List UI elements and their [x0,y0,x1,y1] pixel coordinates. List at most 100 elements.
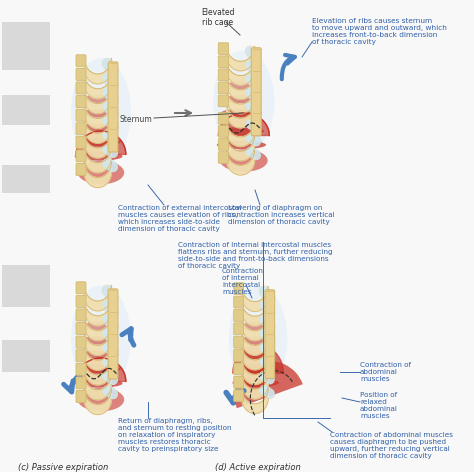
FancyBboxPatch shape [76,336,86,348]
FancyBboxPatch shape [219,126,228,137]
Text: Contraction of abdominal muscles
causes diaphragm to be pushed
upward, further r: Contraction of abdominal muscles causes … [330,432,453,459]
Polygon shape [242,388,268,413]
Ellipse shape [225,81,258,90]
FancyBboxPatch shape [76,163,86,176]
Polygon shape [227,46,255,71]
FancyBboxPatch shape [2,340,50,372]
Polygon shape [84,162,111,187]
Ellipse shape [71,285,131,392]
Text: Contraction of external intercostal
muscles causes elevation of ribs,
which incr: Contraction of external intercostal musc… [118,205,241,232]
Polygon shape [242,315,268,341]
Ellipse shape [232,379,279,387]
Polygon shape [227,136,255,161]
Polygon shape [84,389,111,414]
Ellipse shape [221,109,262,117]
FancyBboxPatch shape [234,390,244,402]
FancyBboxPatch shape [219,139,228,150]
Ellipse shape [78,161,124,184]
Polygon shape [84,133,111,158]
FancyBboxPatch shape [76,68,86,80]
Polygon shape [227,60,255,85]
FancyBboxPatch shape [234,283,244,295]
FancyBboxPatch shape [234,296,244,308]
Text: Lowering of diaphragm on
contraction increases vertical
dimension of thoracic ca: Lowering of diaphragm on contraction inc… [228,205,335,225]
Polygon shape [84,118,111,143]
Wedge shape [235,361,303,408]
Polygon shape [227,103,255,128]
Polygon shape [84,345,111,370]
FancyBboxPatch shape [76,136,86,148]
Polygon shape [84,103,111,128]
Polygon shape [233,345,283,373]
FancyBboxPatch shape [76,350,86,362]
Polygon shape [242,287,268,312]
FancyBboxPatch shape [219,69,228,81]
FancyBboxPatch shape [76,150,86,162]
FancyBboxPatch shape [108,289,118,379]
FancyBboxPatch shape [219,43,228,54]
Ellipse shape [219,127,264,135]
Ellipse shape [82,95,115,103]
Polygon shape [84,315,111,341]
Polygon shape [84,286,111,311]
Text: Elevated
rib cage: Elevated rib cage [201,8,235,27]
FancyBboxPatch shape [76,309,86,321]
Polygon shape [242,301,268,326]
Ellipse shape [81,336,117,345]
Polygon shape [227,151,255,175]
FancyBboxPatch shape [234,363,244,375]
FancyBboxPatch shape [76,55,86,67]
Polygon shape [84,147,111,173]
Text: Return of diaphragm, ribs,
and sternum to resting position
on relaxation of insp: Return of diaphragm, ribs, and sternum t… [118,418,231,452]
FancyBboxPatch shape [265,290,274,379]
FancyBboxPatch shape [76,295,86,307]
Polygon shape [242,345,268,370]
FancyBboxPatch shape [76,123,86,135]
Polygon shape [84,359,111,385]
Ellipse shape [238,336,273,345]
Ellipse shape [74,152,123,160]
FancyBboxPatch shape [234,376,244,388]
FancyBboxPatch shape [2,22,50,70]
Ellipse shape [79,350,118,359]
Ellipse shape [77,365,120,373]
Polygon shape [84,59,111,84]
Polygon shape [84,88,111,114]
Polygon shape [227,89,255,114]
Ellipse shape [213,51,274,153]
Text: Sternum: Sternum [120,115,153,124]
FancyBboxPatch shape [234,350,244,362]
FancyBboxPatch shape [2,165,50,193]
Polygon shape [84,374,111,400]
FancyBboxPatch shape [76,95,86,108]
Polygon shape [242,359,268,384]
Polygon shape [227,75,255,100]
Ellipse shape [240,322,271,331]
Polygon shape [76,131,126,154]
FancyBboxPatch shape [76,377,86,389]
FancyBboxPatch shape [219,56,228,67]
FancyBboxPatch shape [2,265,50,307]
FancyBboxPatch shape [76,390,86,403]
Ellipse shape [77,138,120,146]
Ellipse shape [79,124,118,132]
Ellipse shape [236,350,275,359]
FancyBboxPatch shape [108,62,118,152]
FancyBboxPatch shape [219,82,228,93]
FancyBboxPatch shape [234,336,244,348]
FancyBboxPatch shape [76,322,86,335]
Text: Contraction
of internal
intercostal
muscles: Contraction of internal intercostal musc… [222,268,264,295]
FancyBboxPatch shape [219,112,228,124]
Polygon shape [84,300,111,326]
Ellipse shape [223,95,260,103]
Ellipse shape [217,141,266,149]
FancyBboxPatch shape [219,95,228,107]
Ellipse shape [74,379,123,388]
Ellipse shape [71,58,131,165]
FancyBboxPatch shape [76,82,86,94]
FancyBboxPatch shape [2,95,50,125]
Text: Elevation of ribs causes sternum
to move upward and outward, which
increases fro: Elevation of ribs causes sternum to move… [312,18,447,45]
FancyBboxPatch shape [76,109,86,121]
Polygon shape [76,358,126,381]
Text: Position of
relaxed
abdominal
muscles: Position of relaxed abdominal muscles [360,392,398,419]
